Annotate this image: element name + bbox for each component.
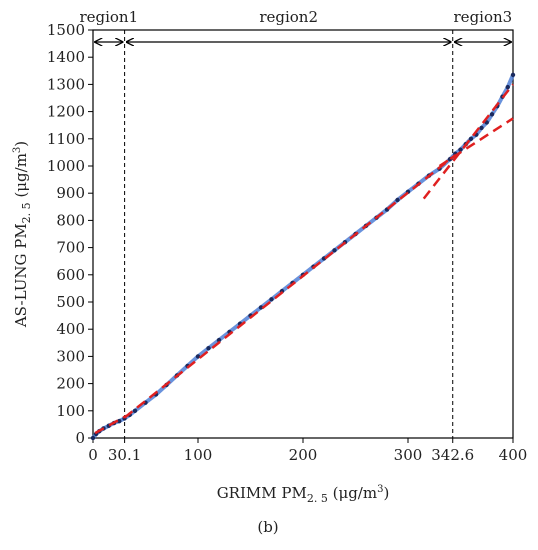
fit-line [123, 154, 457, 419]
y-tick-label: 1400 [47, 48, 85, 66]
y-tick-label: 1000 [47, 157, 85, 175]
data-point [395, 197, 400, 203]
x-axis-title: GRIMM PM2. 5 (μg/m3) [217, 484, 390, 505]
data-point [206, 346, 211, 351]
region-label: region1 [79, 8, 138, 26]
data-point [468, 136, 474, 141]
data-point [510, 72, 516, 78]
data-point [195, 354, 201, 359]
y-axis: 0 100 200 300 400 500 600 700 800 900 1000 1100 1200… [47, 21, 93, 447]
y-tick-label: 600 [56, 266, 85, 284]
x-tick-label: 400 [499, 446, 528, 464]
x-tick-label: 0 [88, 446, 98, 464]
x-tick-label: 200 [289, 446, 318, 464]
data-point [258, 305, 264, 310]
region-label: region2 [259, 8, 318, 26]
data-point [117, 418, 122, 424]
series-line [91, 72, 515, 440]
data-point [479, 125, 484, 131]
data-point [216, 337, 222, 343]
region-annotations: region1 region2 region3 [79, 8, 512, 42]
data-series [90, 72, 516, 441]
y-axis-title: AS-LUNG PM2. 5 (μg/m3) [12, 141, 33, 328]
y-tick-label: 200 [56, 375, 85, 393]
y-tick-label: 1200 [47, 103, 85, 121]
data-point [332, 248, 337, 253]
panel-label: (b) [257, 518, 278, 536]
y-tick-label: 100 [56, 402, 85, 420]
data-point [489, 112, 495, 117]
fit-lines [94, 83, 514, 435]
y-tick-label: 1100 [47, 130, 85, 148]
data-point [269, 297, 274, 302]
x-tick-label: 100 [184, 446, 213, 464]
region-boundaries [124, 30, 454, 438]
fit-line [422, 83, 514, 200]
y-tick-label: 700 [56, 239, 85, 257]
x-tick-label: 300 [394, 446, 423, 464]
data-point [90, 435, 96, 441]
fit-line [94, 414, 128, 435]
data-point [458, 147, 463, 152]
data-point [505, 84, 510, 90]
x-tick-label: 30.1 [108, 446, 141, 464]
fit-line [438, 117, 514, 168]
x-axis: 0 30.1 100 200 300 342.6 400 [88, 438, 527, 464]
region-label: region3 [454, 8, 513, 26]
x-tick-label: 342.6 [431, 446, 474, 464]
y-tick-label: 400 [56, 320, 85, 338]
data-point [132, 408, 138, 413]
y-tick-label: 0 [75, 429, 85, 447]
y-tick-label: 800 [56, 211, 85, 229]
plot-frame [92, 29, 514, 439]
y-tick-label: 300 [56, 347, 85, 365]
y-tick-label: 1300 [47, 75, 85, 93]
y-tick-label: 500 [56, 293, 85, 311]
y-tick-label: 900 [56, 184, 85, 202]
y-tick-label: 1500 [47, 21, 85, 39]
